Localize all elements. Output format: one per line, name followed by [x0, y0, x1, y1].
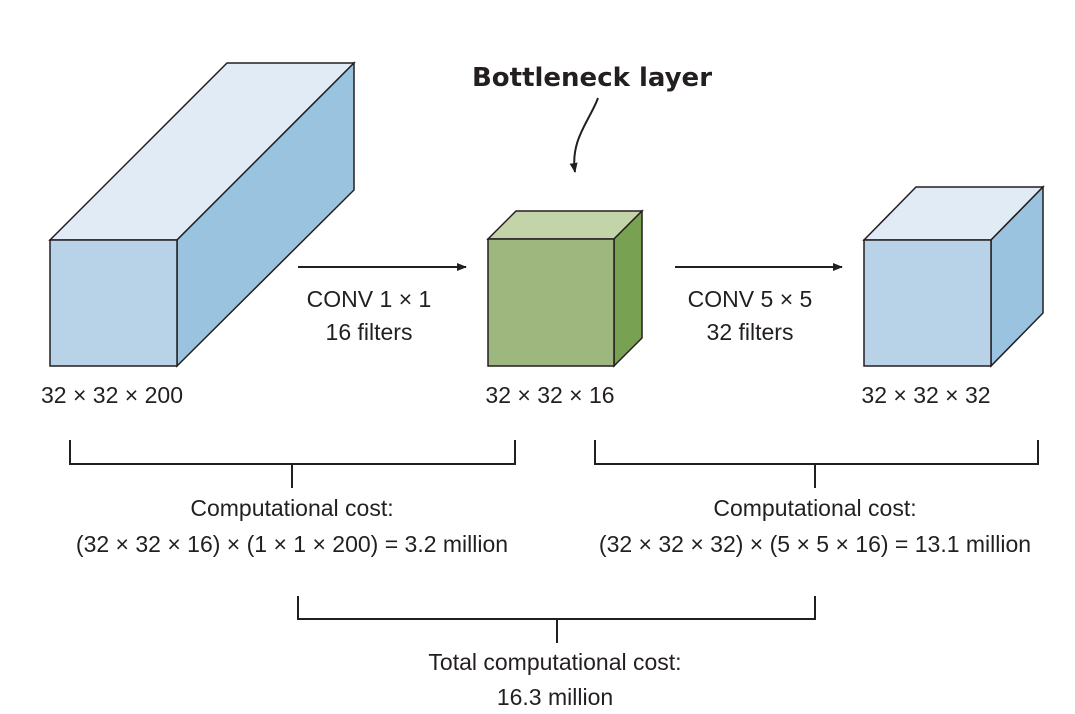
- conv2-label: CONV 5 × 5: [688, 286, 813, 312]
- conv1-filters-label: 16 filters: [326, 319, 413, 345]
- bottleneck-block-side: [613, 209, 643, 368]
- input-block: [48, 61, 356, 368]
- conv1-label: CONV 1 × 1: [307, 286, 432, 312]
- bottleneck-block-front: [487, 238, 615, 367]
- bottleneck-block: [486, 209, 644, 368]
- output-block-front: [863, 239, 992, 367]
- title-pointer-arrow: [569, 97, 599, 173]
- bottleneck-dims-label: 32 × 32 × 16: [485, 382, 614, 408]
- left-cost-formula: (32 × 32 × 16) × (1 × 1 × 200) = 3.2 mil…: [76, 531, 508, 557]
- bottleneck-title: Bottleneck layer: [472, 63, 712, 93]
- total-cost-heading: Total computational cost:: [428, 649, 681, 675]
- input-dims-label: 32 × 32 × 200: [41, 382, 183, 408]
- output-block: [862, 185, 1045, 368]
- output-dims-label: 32 × 32 × 32: [861, 382, 990, 408]
- right-cost-bracket: [594, 440, 1039, 488]
- total-cost-value: 16.3 million: [497, 684, 613, 710]
- right-cost-formula: (32 × 32 × 32) × (5 × 5 × 16) = 13.1 mil…: [599, 531, 1031, 557]
- input-block-front: [49, 239, 178, 367]
- right-cost-heading: Computational cost:: [713, 495, 916, 521]
- left-cost-bracket: [69, 440, 516, 488]
- total-cost-bracket: [297, 596, 816, 643]
- conv2-filters-label: 32 filters: [707, 319, 794, 345]
- left-cost-heading: Computational cost:: [190, 495, 393, 521]
